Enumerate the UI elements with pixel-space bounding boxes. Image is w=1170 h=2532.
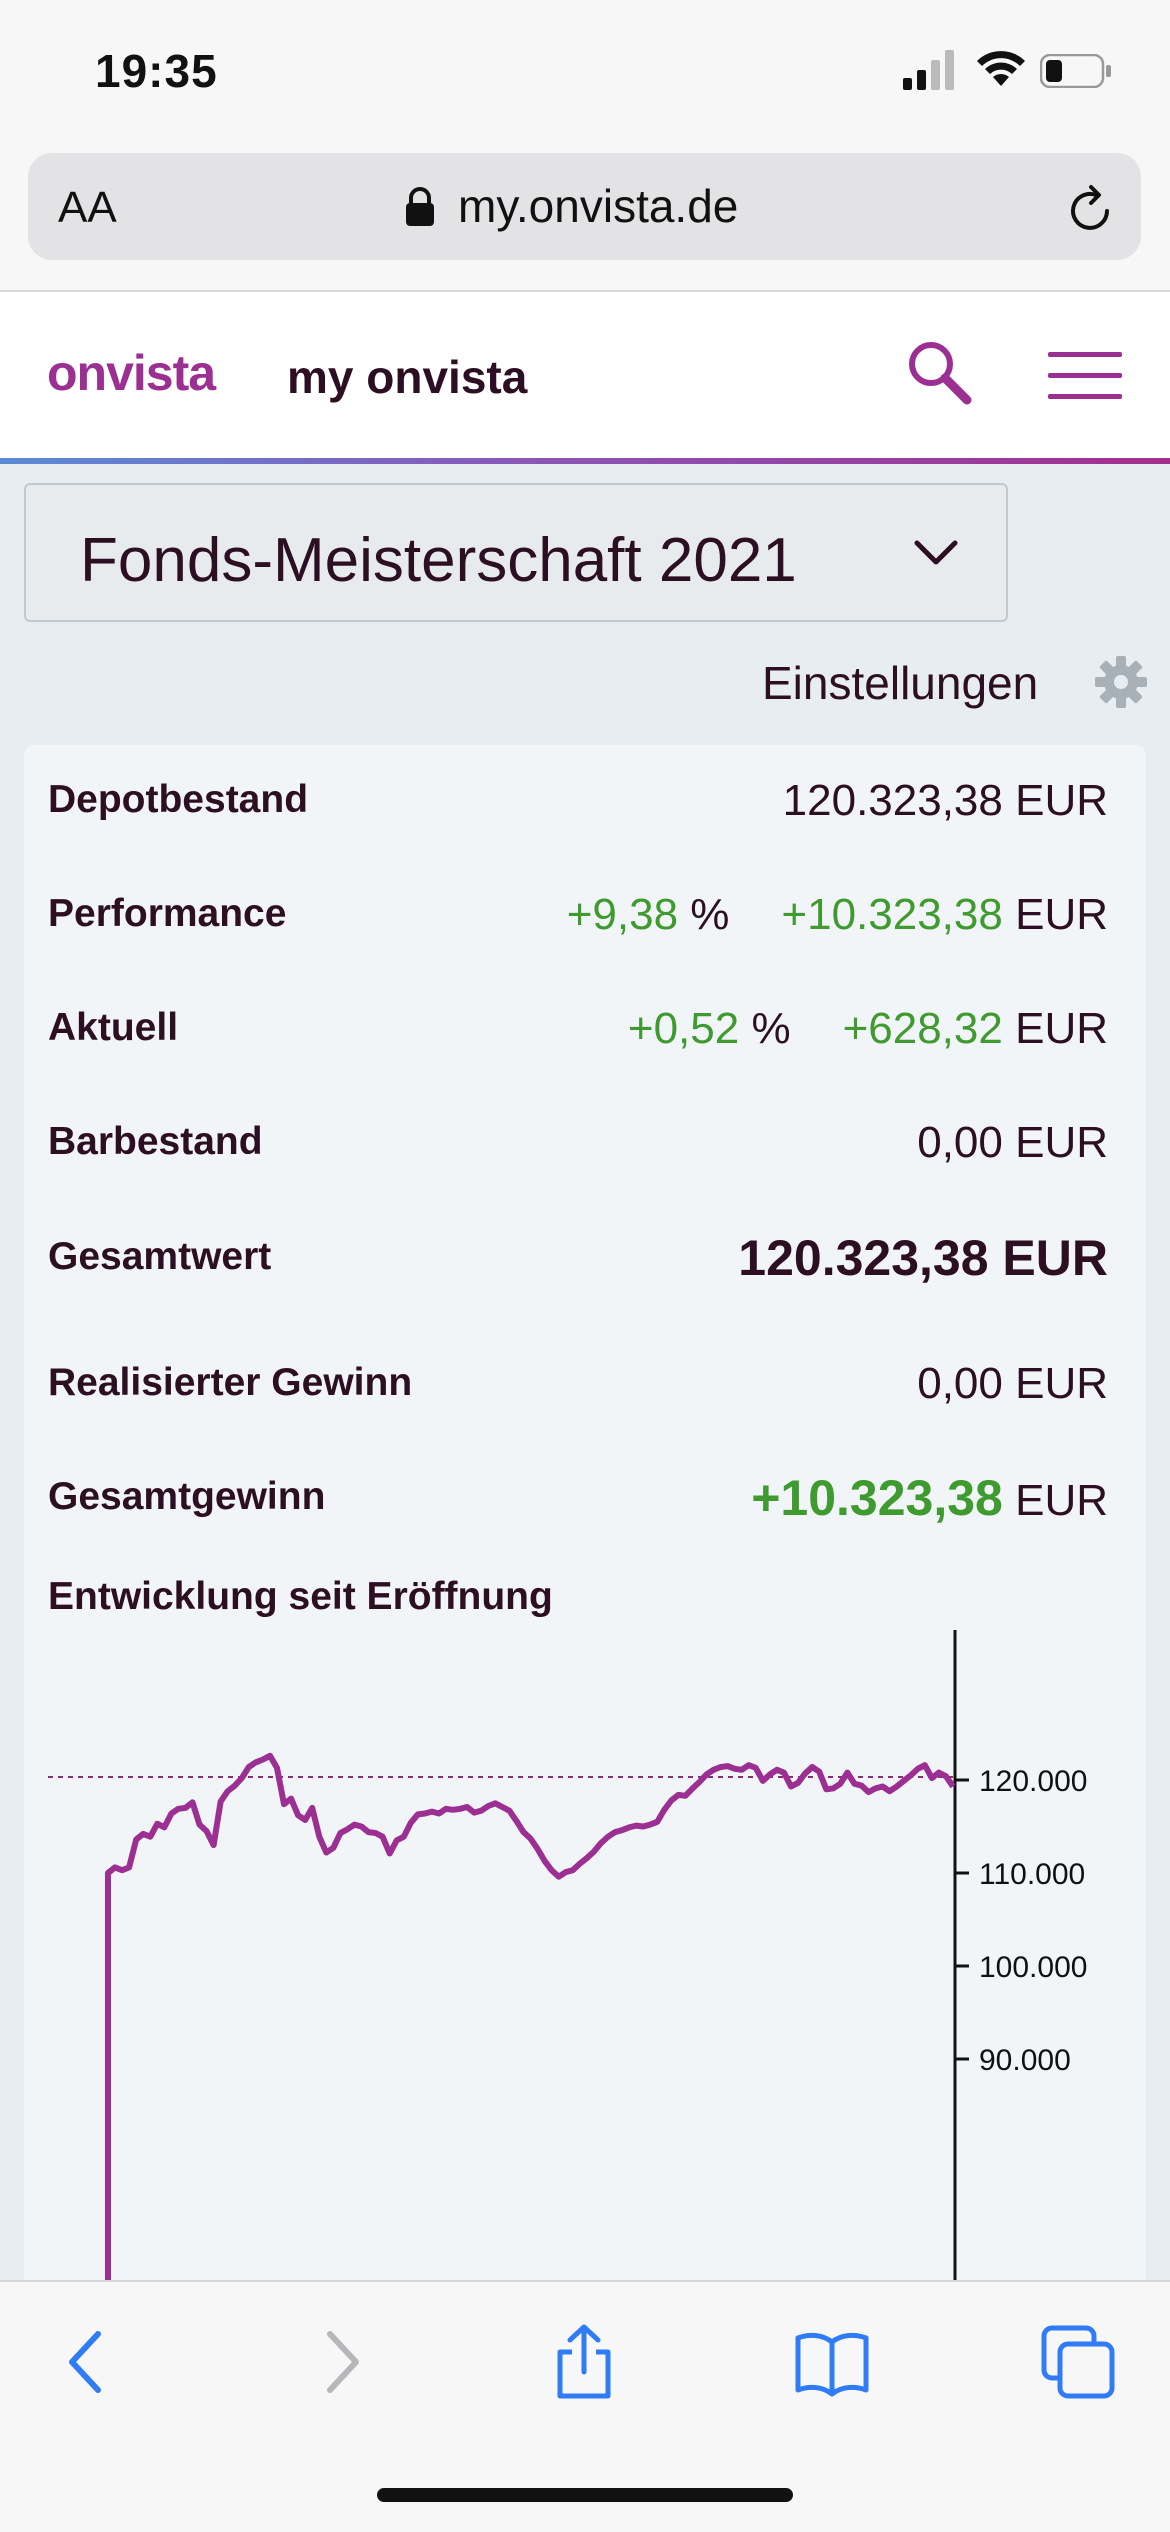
- summary-row-performance: Performance +9,38 % +10.323,38 EUR: [24, 890, 1146, 952]
- header-divider: [0, 458, 1170, 464]
- total-gain-label: Gesamtgewinn: [48, 1475, 326, 1518]
- current-percent: +0,52: [627, 1004, 740, 1053]
- settings-link[interactable]: Einstellungen: [762, 657, 1039, 709]
- summary-row-realized: Realisierter Gewinn 0,00 EUR: [24, 1359, 1146, 1421]
- url-text: my.onvista.de: [458, 180, 739, 232]
- depot-label: Depotbestand: [48, 778, 309, 821]
- cash-value: 0,00 EUR: [917, 1118, 1108, 1167]
- performance-chart[interactable]: 120.000 110.000 100.000 90.000: [0, 1630, 1170, 2280]
- lock-icon: [406, 187, 434, 226]
- section-title[interactable]: my onvista: [287, 351, 528, 403]
- portfolio-summary-card: [24, 745, 1146, 2532]
- cash-label: Barbestand: [48, 1120, 263, 1163]
- site-header: onvista my onvista: [0, 292, 1170, 464]
- total-gain-value: +10.323,38: [751, 1470, 1003, 1526]
- portfolio-select-label: Fonds-Meisterschaft 2021: [80, 526, 797, 595]
- back-icon[interactable]: [50, 2324, 126, 2400]
- performance-percent-unit: %: [690, 890, 730, 939]
- text-size-button[interactable]: AA: [58, 183, 117, 233]
- total-label: Gesamtwert: [48, 1235, 272, 1278]
- y-tick-label: 100.000: [979, 1951, 1087, 1984]
- current-absolute: +628,32: [842, 1004, 1003, 1053]
- realized-value: 0,00 EUR: [917, 1359, 1108, 1408]
- bookmarks-icon[interactable]: [794, 2324, 870, 2400]
- cellular-signal-icon: [903, 50, 954, 90]
- total-gain-unit: EUR: [1015, 1476, 1108, 1525]
- performance-absolute: +10.323,38: [781, 890, 1003, 939]
- search-icon[interactable]: [905, 338, 975, 408]
- y-tick-label: 120.000: [979, 1765, 1087, 1798]
- depot-value: 120.323,38 EUR: [782, 776, 1108, 825]
- gear-icon[interactable]: [1094, 655, 1148, 709]
- share-icon[interactable]: [546, 2324, 622, 2400]
- url-field[interactable]: AA my.onvista.de: [28, 153, 1141, 260]
- chevron-down-icon: [914, 540, 958, 565]
- chart-title: Entwicklung seit Eröffnung: [48, 1575, 553, 1618]
- summary-row-cash: Barbestand 0,00 EUR: [24, 1118, 1146, 1180]
- performance-percent: +9,38: [566, 890, 679, 939]
- wifi-icon: [977, 51, 1025, 86]
- summary-row-total: Gesamtwert 120.323,38 EUR: [24, 1230, 1146, 1295]
- performance-values: +9,38 % +10.323,38 EUR: [567, 890, 1108, 940]
- summary-row-current: Aktuell +0,52 % +628,32 EUR: [24, 1004, 1146, 1066]
- realized-label: Realisierter Gewinn: [48, 1361, 413, 1404]
- summary-row-total-gain: Gesamtgewinn +10.323,38 EUR: [24, 1470, 1146, 1535]
- current-label: Aktuell: [48, 1006, 179, 1049]
- status-bar: 19:35: [0, 0, 1170, 145]
- battery-icon: [1040, 54, 1111, 88]
- current-percent-unit: %: [751, 1004, 791, 1053]
- summary-row-depot: Depotbestand 120.323,38 EUR: [24, 776, 1146, 838]
- reload-icon[interactable]: [1063, 183, 1117, 237]
- tabs-icon[interactable]: [1040, 2324, 1116, 2400]
- browser-address-bar: AA my.onvista.de: [0, 145, 1170, 292]
- total-gain-values: +10.323,38 EUR: [751, 1469, 1108, 1527]
- y-tick-label: 110.000: [979, 1858, 1085, 1891]
- status-time: 19:35: [95, 45, 218, 97]
- current-absolute-unit: EUR: [1015, 1004, 1108, 1053]
- performance-label: Performance: [48, 892, 287, 935]
- performance-absolute-unit: EUR: [1015, 890, 1108, 939]
- forward-icon[interactable]: [302, 2324, 378, 2400]
- text-size-label: AA: [58, 183, 117, 232]
- hamburger-menu-icon[interactable]: [1048, 350, 1122, 402]
- total-value: 120.323,38 EUR: [738, 1230, 1108, 1286]
- onvista-logo[interactable]: onvista: [47, 345, 216, 401]
- current-values: +0,52 % +628,32 EUR: [628, 1004, 1108, 1054]
- home-indicator: [377, 2488, 793, 2502]
- series-line: [105, 1752, 956, 2280]
- portfolio-select[interactable]: Fonds-Meisterschaft 2021: [24, 483, 1008, 622]
- y-tick-label: 90.000: [979, 2044, 1071, 2077]
